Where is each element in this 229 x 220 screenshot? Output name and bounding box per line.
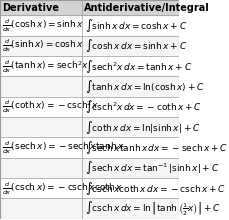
Text: $\int \cosh x\, dx = \sinh x + C$: $\int \cosh x\, dx = \sinh x + C$	[85, 37, 188, 54]
Bar	[82, 36, 179, 56]
Bar	[82, 97, 179, 117]
Text: $\frac{d}{dx}(\mathrm{sech}\, x) = -\mathrm{sech}\, x\tanh x$: $\frac{d}{dx}(\mathrm{sech}\, x) = -\mat…	[2, 139, 124, 156]
Bar	[0, 198, 82, 219]
Bar	[82, 178, 179, 198]
Text: $\frac{d}{dx}(\mathrm{csch}\, x) = -\mathrm{csch}\, x\coth x$: $\frac{d}{dx}(\mathrm{csch}\, x) = -\mat…	[2, 180, 123, 197]
Bar	[0, 138, 82, 158]
Bar	[0, 117, 82, 138]
Text: $\int \sinh x\, dx = \cosh x + C$: $\int \sinh x\, dx = \cosh x + C$	[85, 17, 188, 34]
Bar	[82, 158, 179, 178]
Bar	[0, 15, 82, 36]
Bar	[82, 76, 179, 97]
Text: $\frac{d}{dx}(\cosh x) = \sinh x$: $\frac{d}{dx}(\cosh x) = \sinh x$	[2, 17, 84, 34]
Bar	[0, 0, 82, 15]
Text: $\frac{d}{dx}(\tanh x) = \mathrm{sech}^2 x$: $\frac{d}{dx}(\tanh x) = \mathrm{sech}^2…	[2, 58, 89, 75]
Bar	[0, 97, 82, 117]
Bar	[0, 158, 82, 178]
Text: $\int \tanh x\, dx = \ln(\cosh x) + C$: $\int \tanh x\, dx = \ln(\cosh x) + C$	[85, 78, 205, 95]
Text: $\int \coth x\, dx = \ln|\sinh x| + C$: $\int \coth x\, dx = \ln|\sinh x| + C$	[85, 119, 201, 136]
Bar	[0, 36, 82, 56]
Text: $\int \mathrm{csch}^2 x\, dx = -\coth x + C$: $\int \mathrm{csch}^2 x\, dx = -\coth x …	[85, 99, 202, 115]
Text: Derivative: Derivative	[2, 3, 59, 13]
Text: $\int \mathrm{csch}\, x\, dx = \ln\left|\tanh\left(\frac{1}{2}x\right)\right| + : $\int \mathrm{csch}\, x\, dx = \ln\left|…	[85, 200, 221, 218]
Bar	[0, 56, 82, 76]
Bar	[82, 56, 179, 76]
Bar	[82, 15, 179, 36]
Text: $\int \mathrm{sech}\, x\tanh x\, dx = -\mathrm{sech}\, x + C$: $\int \mathrm{sech}\, x\tanh x\, dx = -\…	[85, 139, 228, 156]
Text: $\frac{d}{dx}(\coth x) = -\mathrm{csch}^2 x$: $\frac{d}{dx}(\coth x) = -\mathrm{csch}^…	[2, 99, 98, 115]
Text: $\int \mathrm{sech}\, x\, dx = \tan^{-1}|\sinh x| + C$: $\int \mathrm{sech}\, x\, dx = \tan^{-1}…	[85, 160, 219, 176]
Text: $\int \mathrm{sech}^2 x\, dx = \tanh x + C$: $\int \mathrm{sech}^2 x\, dx = \tanh x +…	[85, 58, 192, 75]
Text: $\frac{d}{dx}(\sinh x) = \cosh x$: $\frac{d}{dx}(\sinh x) = \cosh x$	[2, 38, 84, 54]
Bar	[82, 138, 179, 158]
Bar	[0, 178, 82, 198]
Bar	[82, 0, 179, 15]
Bar	[82, 117, 179, 138]
Bar	[82, 198, 179, 219]
Text: $\int \mathrm{csch}\, x\coth x\, dx = -\mathrm{csch}\, x + C$: $\int \mathrm{csch}\, x\coth x\, dx = -\…	[85, 180, 226, 197]
Bar	[0, 76, 82, 97]
Text: Antiderivative/Integral: Antiderivative/Integral	[84, 3, 210, 13]
